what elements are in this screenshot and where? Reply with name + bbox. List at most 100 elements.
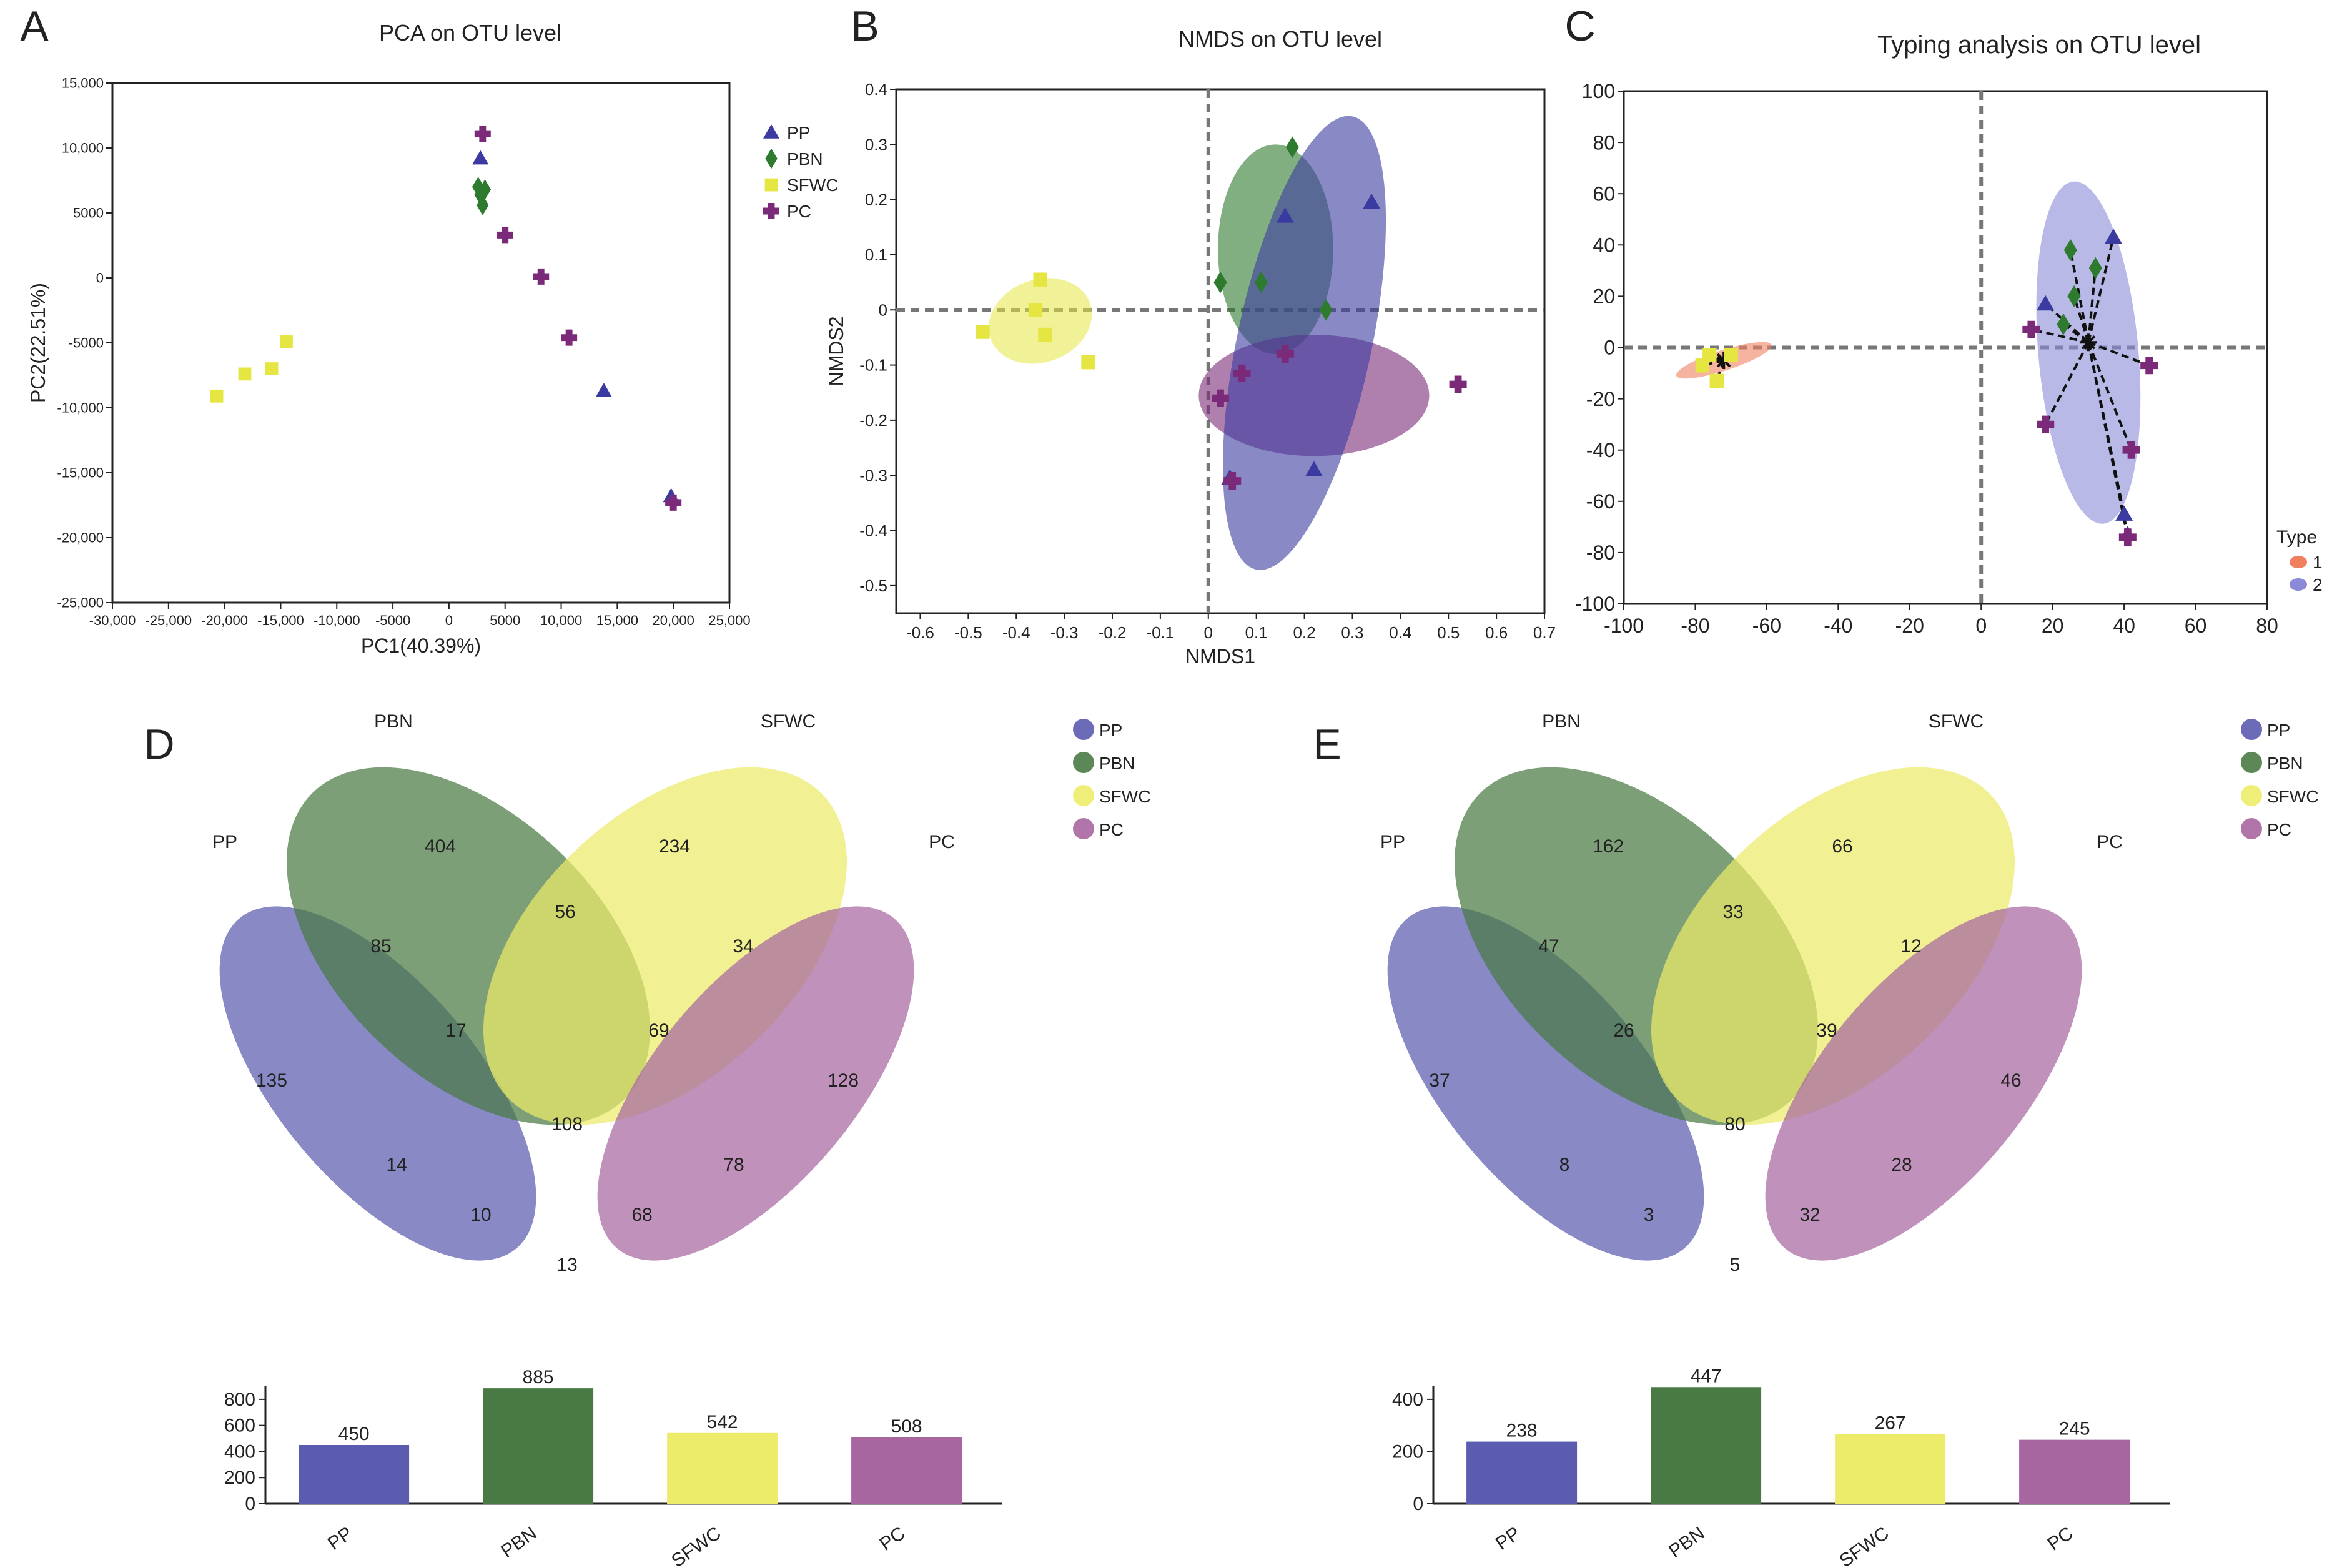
x-tick-label: 80 (2256, 614, 2278, 637)
bar-category-label: SFWC (1836, 1523, 1892, 1568)
venn-region-count: 108 (551, 1114, 583, 1135)
legend-marker-pbn (765, 148, 778, 169)
legend-label: 2 (2313, 575, 2323, 594)
scatter-panel-b: NMDS on OTU level -0.6 -0.5 -0.4 -0.3 -0.2 -0.… (825, 26, 1556, 668)
venn-region-count: 17 (445, 1020, 466, 1041)
legend-marker-pbn (1073, 752, 1094, 773)
y-tick-label: -5000 (69, 335, 104, 351)
venn-region-count: 10 (470, 1205, 491, 1225)
venn-region-count: 3 (1644, 1205, 1654, 1225)
legend-marker-type-1 (2290, 556, 2307, 568)
y-tick-label: 60 (1593, 182, 1615, 205)
confidence-ellipse-sfwc (989, 278, 1092, 364)
y-tick-label: 15,000 (62, 76, 104, 91)
legend-marker-pbn (2241, 752, 2262, 773)
legend-marker-sfwc (2241, 785, 2262, 806)
legend-marker-pc (2241, 818, 2262, 839)
y-tick-label: 0 (96, 270, 104, 286)
legend-label: PBN (2267, 754, 2303, 773)
legend-label: SFWC (787, 175, 838, 195)
x-tick-label: 15,000 (596, 613, 638, 628)
venn-region-count: 69 (648, 1020, 669, 1041)
bar-y-tick-label: 200 (1392, 1441, 1423, 1462)
venn-set-pp (219, 906, 536, 1261)
x-tick-label: 0.4 (1389, 623, 1411, 642)
data-point-sfwc (1038, 327, 1052, 342)
centroid-spoke (2087, 268, 2097, 343)
y-tick-label: 0.4 (865, 80, 887, 99)
legend-label: PC (1099, 820, 1124, 839)
panel-label-b: B (851, 2, 879, 50)
legend-label: 1 (2313, 553, 2323, 572)
confidence-ellipse-2 (2036, 181, 2141, 524)
y-axis-label: NMDS2 (825, 316, 847, 386)
venn-region-count: 13 (556, 1255, 577, 1275)
y-tick-label: -80 (1586, 541, 1615, 564)
venn-set-label-pc: PC (2097, 832, 2123, 852)
bar-value-label: 508 (891, 1416, 922, 1437)
x-tick-label: 0 (1975, 614, 1987, 637)
bar-value-label: 447 (1691, 1366, 1722, 1386)
confidence-ellipse-pp (1223, 116, 1386, 570)
legend-label: SFWC (1099, 787, 1150, 806)
bar-value-label: 542 (707, 1412, 738, 1432)
bar-value-label: 267 (1875, 1413, 1906, 1433)
data-point-pc (665, 494, 682, 511)
centroid-spoke (2069, 250, 2090, 343)
bar-value-label: 450 (338, 1424, 370, 1444)
venn-region-count: 404 (425, 836, 456, 857)
centroid-spoke (2088, 341, 2150, 367)
scatter-panel-c: Typing analysis on OTU level -100 -80 -60 -4… (1575, 31, 2323, 637)
venn-set-label-sfwc: SFWC (1929, 711, 1984, 732)
x-tick-label: -0.5 (954, 623, 982, 642)
venn-region-count: 32 (1799, 1205, 1820, 1225)
venn-region-count: 39 (1816, 1020, 1837, 1041)
data-point-sfwc (1033, 272, 1047, 287)
x-tick-label: 0.3 (1341, 623, 1363, 642)
venn-region-count: 5 (1730, 1255, 1741, 1275)
bar-value-label: 238 (1506, 1421, 1538, 1441)
venn-region-count: 28 (1891, 1155, 1912, 1175)
data-point-pbn (2063, 239, 2077, 262)
chart-title: Typing analysis on OTU level (1877, 31, 2201, 59)
venn-set-pp (1387, 906, 1704, 1261)
centroid-spoke (2044, 342, 2090, 425)
centroid-spoke (2030, 328, 2089, 344)
venn-region-count: 66 (1832, 836, 1852, 857)
y-tick-label: 0.2 (865, 190, 887, 209)
plot-frame (111, 82, 731, 604)
bar-category-label: PC (2044, 1523, 2077, 1555)
x-tick-label: -30,000 (89, 613, 136, 628)
x-tick-label: -40 (1824, 614, 1852, 637)
bar-category-label: PC (876, 1523, 909, 1555)
x-tick-label: -0.4 (1002, 623, 1030, 642)
bar-y-tick-label: 0 (245, 1494, 255, 1514)
bar-y-tick-label: 400 (224, 1441, 255, 1462)
legend-marker-pp (2241, 719, 2262, 740)
scatter-panel-a: PCA on OTU level -30,000 -25,000 -20,000 -15… (27, 20, 838, 657)
bar-y-tick-label: 0 (1413, 1494, 1423, 1514)
y-tick-label: 100 (1582, 80, 1615, 102)
panel-label-e: E (1313, 721, 1341, 768)
venn-region-count: 26 (1613, 1020, 1634, 1041)
data-point-pc (2118, 528, 2137, 546)
legend-label: PP (787, 123, 810, 142)
bar-pc (2019, 1439, 2130, 1504)
bar-category-label: SFWC (668, 1523, 724, 1568)
bar-y-tick-label: 800 (224, 1389, 255, 1410)
panel-label-c: C (1564, 2, 1595, 50)
bar-sfwc (667, 1432, 778, 1504)
bar-y-tick-label: 200 (224, 1467, 255, 1488)
x-axis-label: PC1(40.39%) (361, 634, 481, 657)
x-tick-label: -0.2 (1099, 623, 1127, 642)
x-tick-label: -15,000 (257, 613, 304, 628)
y-tick-label: 80 (1593, 131, 1615, 154)
data-point-sfwc (210, 389, 224, 403)
data-point-pbn (1254, 271, 1268, 293)
y-axis-label: PC2(22.51%) (27, 283, 49, 403)
data-point-sfwc (280, 335, 293, 348)
bar-value-label: 885 (523, 1367, 554, 1388)
legend-label: PBN (1099, 754, 1135, 773)
venn-region-count: 85 (370, 936, 391, 957)
venn-region-count: 78 (723, 1155, 744, 1175)
